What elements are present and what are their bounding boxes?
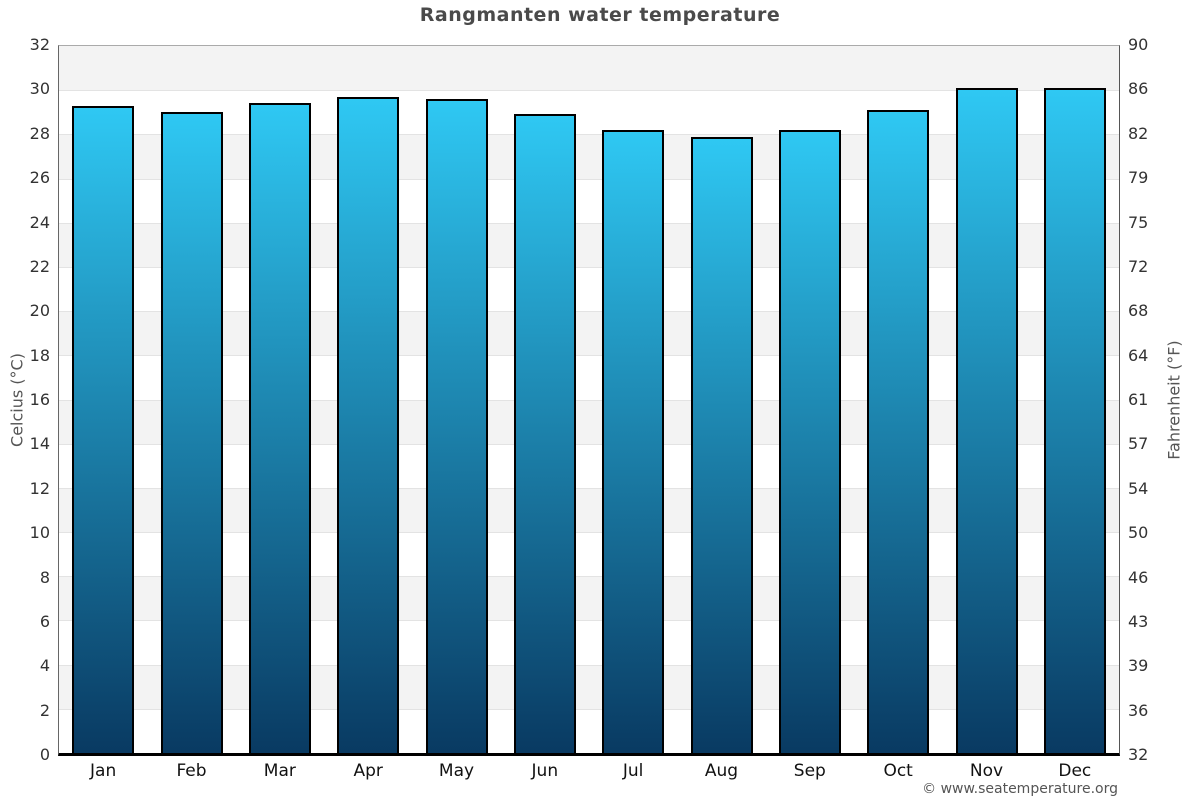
bar-jan xyxy=(72,106,135,753)
gridline xyxy=(59,576,1119,578)
grid-band xyxy=(59,355,1119,400)
y-tick-label-celsius: 28 xyxy=(29,123,50,143)
y-tick-label-celsius: 30 xyxy=(29,79,50,99)
y-tick-label-fahrenheit: 72 xyxy=(1128,256,1149,276)
y-tick-label-celsius: 24 xyxy=(29,212,50,232)
y-tick-label-fahrenheit: 86 xyxy=(1128,79,1149,99)
grid-band xyxy=(59,46,1119,91)
y-tick-label-fahrenheit: 68 xyxy=(1128,301,1149,321)
bar-jul xyxy=(602,130,665,753)
gridline xyxy=(59,90,1119,92)
gridline xyxy=(59,222,1119,224)
y-tick-label-fahrenheit: 46 xyxy=(1128,567,1149,587)
y-tick-label-fahrenheit: 50 xyxy=(1128,523,1149,543)
x-tick-label-oct: Oct xyxy=(883,761,913,781)
gridline xyxy=(59,266,1119,268)
x-tick-label-may: May xyxy=(438,761,475,781)
x-tick-label-sep: Sep xyxy=(793,761,826,781)
bar-nov xyxy=(955,88,1018,753)
y-tick-label-celsius: 10 xyxy=(29,523,50,543)
y-tick-label-fahrenheit: 39 xyxy=(1128,656,1149,676)
grid-band xyxy=(59,90,1119,135)
y-tick-label-fahrenheit: 75 xyxy=(1128,212,1149,232)
y-tick-label-celsius: 26 xyxy=(29,168,50,188)
x-tick-label-aug: Aug xyxy=(704,761,739,781)
grid-band xyxy=(59,178,1119,223)
grid-band xyxy=(59,443,1119,488)
bar-sep xyxy=(778,130,841,753)
bar-mar xyxy=(248,103,311,753)
y-tick-label-celsius: 8 xyxy=(39,567,50,587)
grid-band xyxy=(59,134,1119,179)
y-tick-label-celsius: 32 xyxy=(29,35,50,54)
y-tick-label-celsius: 14 xyxy=(29,434,50,454)
y-tick-label-fahrenheit: 82 xyxy=(1128,123,1149,143)
grid-band xyxy=(59,532,1119,577)
y-tick-label-celsius: 18 xyxy=(29,345,50,365)
grid-band xyxy=(59,311,1119,356)
y-tick-label-celsius: 4 xyxy=(39,656,50,676)
y-tick-label-fahrenheit: 57 xyxy=(1128,434,1149,454)
bar-oct xyxy=(867,110,930,753)
y-tick-label-celsius: 6 xyxy=(39,611,50,631)
x-tick-label-jul: Jul xyxy=(622,761,644,781)
gridline xyxy=(59,620,1119,622)
y-tick-label-celsius: 0 xyxy=(39,745,50,764)
gridline xyxy=(59,178,1119,180)
x-tick-label-jan: Jan xyxy=(90,761,117,781)
plot-area xyxy=(58,45,1120,756)
grid-band xyxy=(59,222,1119,267)
gridline xyxy=(59,708,1119,710)
y-tick-label-celsius: 2 xyxy=(39,700,50,720)
grid-band xyxy=(59,664,1119,709)
grid-band xyxy=(59,399,1119,444)
x-tick-label-jun: Jun xyxy=(531,761,559,781)
y-tick-label-fahrenheit: 36 xyxy=(1128,700,1149,720)
gridline xyxy=(59,664,1119,666)
grid-band xyxy=(59,708,1119,753)
bar-feb xyxy=(160,112,223,753)
y-tick-label-fahrenheit: 79 xyxy=(1128,168,1149,188)
bar-aug xyxy=(690,137,753,753)
gridline xyxy=(59,487,1119,489)
x-tick-label-nov: Nov xyxy=(969,761,1004,781)
gridline xyxy=(59,532,1119,534)
y-tick-label-fahrenheit: 64 xyxy=(1128,345,1149,365)
x-tick-label-dec: Dec xyxy=(1058,761,1092,781)
bar-jun xyxy=(513,114,576,753)
gridline xyxy=(59,443,1119,445)
gridline xyxy=(59,399,1119,401)
grid-band xyxy=(59,487,1119,533)
x-tick-label-mar: Mar xyxy=(263,761,296,781)
grid-band xyxy=(59,266,1119,312)
y-tick-label-fahrenheit: 90 xyxy=(1128,35,1149,54)
y-tick-label-fahrenheit: 54 xyxy=(1128,478,1149,498)
y-tick-label-celsius: 16 xyxy=(29,390,50,409)
bar-dec xyxy=(1043,88,1106,753)
y-tick-label-fahrenheit: 43 xyxy=(1128,611,1149,631)
x-tick-label-feb: Feb xyxy=(176,761,207,781)
y-tick-label-celsius: 22 xyxy=(29,256,50,276)
y-tick-label-fahrenheit: 61 xyxy=(1128,390,1149,409)
x-tick-label-apr: Apr xyxy=(353,761,383,781)
chart-title: Rangmanten water temperature xyxy=(419,4,781,26)
grid-band xyxy=(59,620,1119,665)
y-tick-label-celsius: 20 xyxy=(29,301,50,321)
gridline xyxy=(59,355,1119,357)
y-tick-label-fahrenheit: 32 xyxy=(1128,745,1149,764)
gridline xyxy=(59,134,1119,136)
grid-band xyxy=(59,576,1119,621)
bar-apr xyxy=(337,97,400,753)
y-tick-label-celsius: 12 xyxy=(29,478,50,498)
gridline xyxy=(59,311,1119,313)
bar-may xyxy=(425,99,488,753)
copyright-credit: © www.seatemperature.org xyxy=(922,781,1118,797)
